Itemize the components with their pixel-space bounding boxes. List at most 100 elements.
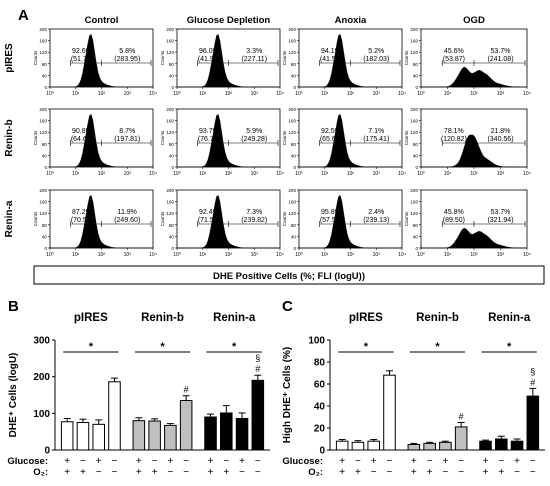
x-tick-label: 10²	[347, 252, 355, 258]
y-tick-label: 120	[288, 130, 296, 135]
histogram-frame	[298, 189, 403, 249]
y-tick-label: 0	[44, 85, 47, 90]
x-tick-label: 10¹	[72, 91, 80, 97]
y-tick-label: 160	[39, 119, 47, 124]
bar	[383, 374, 396, 451]
y-axis-label: Counts	[160, 50, 165, 65]
y-tick-label: 120	[39, 211, 47, 216]
glucose-sign: +	[64, 456, 70, 467]
high-gate-fli: (239.13)	[363, 217, 389, 224]
x-tick-label: 10¹	[444, 252, 452, 258]
low-gate-fli: (65.68)	[320, 136, 342, 143]
low-gate-percent: 92.4%	[199, 209, 219, 216]
y-tick-label: 200	[166, 188, 174, 193]
glucose-sign: −	[387, 456, 393, 467]
row-label: pIRES	[4, 43, 15, 73]
y-tick-label: 200	[410, 107, 418, 112]
o2-sign: −	[112, 467, 118, 478]
glucose-sign: −	[183, 456, 189, 467]
y-tick-label: 0	[319, 446, 325, 457]
low-gate-percent: 45.8%	[444, 209, 464, 216]
x-tick-label: 10⁰	[173, 171, 181, 177]
x-tick-label: 10⁴	[276, 171, 284, 177]
y-tick-label: 80	[169, 62, 175, 67]
low-gate-fli: (51.74)	[71, 56, 93, 63]
y-tick-label: 0	[293, 246, 296, 251]
y-tick-label: 60	[314, 380, 326, 391]
group-title: pIRES	[74, 312, 108, 324]
o2-sign: +	[80, 467, 86, 478]
high-gate-percent: 8.7%	[119, 128, 135, 135]
o2-sign: +	[223, 467, 229, 478]
x-tick-label: 10³	[373, 91, 381, 97]
column-title: Anoxia	[335, 15, 367, 26]
x-tick-label: 10⁴	[398, 252, 406, 258]
high-gate-percent: 7.3%	[246, 209, 262, 216]
x-tick-label: 10⁴	[149, 91, 157, 97]
x-tick-label: 10²	[347, 171, 355, 177]
y-tick-label: 0	[171, 85, 174, 90]
y-tick-label: 100	[308, 336, 325, 347]
x-tick-label: 10²	[225, 91, 233, 97]
glucose-sign: +	[411, 456, 417, 467]
o2-sign: −	[239, 467, 245, 478]
y-axis-label: Counts	[33, 211, 38, 226]
bar	[179, 400, 193, 451]
significance-star: *	[364, 341, 369, 353]
glucose-sign: +	[96, 456, 102, 467]
y-axis-title: High DHE⁺ Cells (%)	[282, 347, 293, 443]
y-tick-label: 40	[413, 153, 419, 158]
y-tick-label: 200	[39, 188, 47, 193]
x-tick-label: 10⁰	[295, 171, 303, 177]
x-tick-label: 10²	[470, 252, 478, 258]
panel-a-letter: A	[18, 7, 29, 24]
significance-star: *	[89, 341, 94, 353]
y-axis-label: Counts	[282, 50, 287, 65]
x-tick-label: 10⁰	[417, 252, 425, 258]
y-tick-label: 160	[410, 200, 418, 205]
x-tick-label: 10⁴	[149, 171, 157, 177]
y-tick-label: 80	[169, 223, 175, 228]
y-tick-label: 100	[33, 409, 50, 420]
histogram-fill	[421, 228, 527, 249]
glucose-sign: +	[339, 456, 345, 467]
o2-sign: +	[152, 467, 158, 478]
y-tick-label: 160	[288, 119, 296, 124]
glucose-sign: −	[80, 456, 86, 467]
significance-star: *	[435, 341, 440, 353]
y-tick-label: 200	[33, 372, 50, 383]
y-tick-label: 160	[288, 200, 296, 205]
o2-sign: +	[498, 467, 504, 478]
row-label: Renin-b	[4, 119, 15, 156]
bar	[92, 423, 105, 451]
o2-sign: +	[339, 467, 345, 478]
y-tick-label: 80	[169, 142, 175, 147]
bar	[367, 440, 380, 451]
o2-sign: +	[64, 467, 70, 478]
o2-sign: +	[208, 467, 214, 478]
x-tick-label: 10⁴	[149, 252, 157, 258]
y-tick-label: 200	[288, 27, 296, 32]
y-tick-label: 200	[410, 27, 418, 32]
x-tick-label: 10⁴	[276, 252, 284, 258]
x-tick-label: 10¹	[72, 252, 80, 258]
y-tick-label: 200	[410, 188, 418, 193]
x-tick-label: 10³	[497, 252, 505, 258]
y-tick-label: 0	[293, 165, 296, 170]
y-tick-label: 0	[415, 246, 418, 251]
y-tick-label: 0	[44, 446, 50, 457]
glucose-sign: +	[167, 456, 173, 467]
o2-sign: −	[371, 467, 377, 478]
o2-sign: +	[411, 467, 417, 478]
panel-c-letter: C	[282, 298, 293, 315]
y-tick-label: 160	[39, 39, 47, 44]
low-gate-percent: 94.1%	[321, 48, 341, 55]
y-tick-label: 80	[314, 358, 326, 369]
y-tick-label: 160	[166, 200, 174, 205]
o2-sign: +	[355, 467, 361, 478]
y-tick-label: 0	[44, 246, 47, 251]
y-tick-label: 160	[410, 119, 418, 124]
y-tick-label: 40	[291, 73, 297, 78]
x-tick-label: 10³	[373, 252, 381, 258]
o2-sign: +	[427, 467, 433, 478]
